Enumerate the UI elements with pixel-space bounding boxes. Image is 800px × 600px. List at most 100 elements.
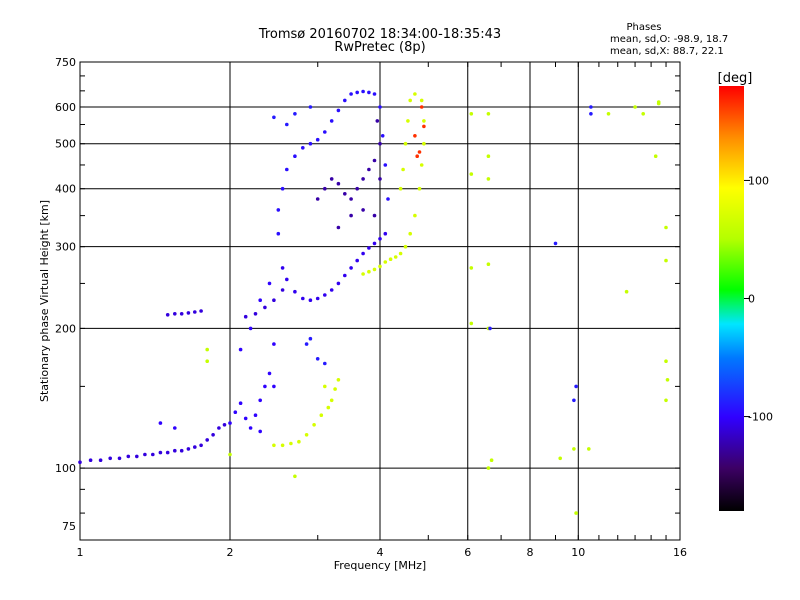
data-point-low-band-spread	[233, 410, 238, 415]
data-point-low-band-spread	[228, 421, 232, 425]
data-point-o-core	[336, 181, 341, 186]
data-point-scattered-blue	[315, 357, 320, 361]
data-point-low-band-spread	[263, 384, 267, 389]
data-point-o-trace-upper	[280, 186, 285, 191]
colorbar: [deg] 100 0 -100	[718, 71, 773, 511]
data-point-ground-trace	[222, 423, 227, 427]
data-point-low-band-spread	[158, 421, 163, 425]
data-point-o-trace-lower	[361, 251, 365, 256]
data-point-spur-215	[186, 311, 191, 315]
data-point-o-trace-lower	[329, 288, 334, 292]
phases-o-line: mean, sd,O: -98.9, 18.7	[610, 34, 728, 45]
x-axis-ticks: 1 2 4 6 8 10 16	[77, 62, 687, 559]
data-point-scattered-blue	[293, 112, 297, 116]
data-point-o-core	[315, 197, 320, 201]
data-point-o-core	[329, 177, 334, 181]
data-point-o-trace-lower	[301, 296, 305, 301]
y-axis-label: Stationary phase Virtual Height [km]	[38, 200, 51, 402]
y-tick-label: 100	[55, 462, 76, 475]
data-point-o-core	[349, 213, 353, 218]
data-point-o-trace-upper	[343, 98, 347, 103]
data-point-ground-trace	[199, 443, 203, 448]
data-point-x-trace	[413, 213, 417, 218]
data-point-low-band-x	[323, 384, 327, 389]
x-axis-label: Frequency [MHz]	[334, 559, 426, 572]
data-point-scattered-high-f	[486, 177, 491, 181]
data-point-o-trace-lower	[355, 258, 360, 263]
data-point-scattered-blue	[304, 342, 309, 346]
data-point-scattered-blue	[272, 115, 276, 120]
data-point-low-band-x	[333, 387, 337, 391]
colorbar-tick-label: 100	[748, 174, 769, 187]
data-point-scattered-high-f	[486, 262, 491, 267]
y-tick-label: 750	[55, 56, 76, 69]
data-point-low-band-spread	[267, 281, 272, 286]
data-point-low-band-spread	[253, 413, 258, 418]
data-point-o-core	[372, 158, 377, 163]
data-point-low-band-x	[297, 439, 301, 444]
data-point-ground-trace	[151, 452, 155, 457]
data-point-scattered-high-f	[489, 458, 494, 463]
colorbar-gradient	[719, 86, 744, 511]
data-point-x-trace	[398, 251, 403, 256]
data-point-o-core	[361, 208, 365, 212]
data-point-x-trace-red	[422, 124, 426, 129]
data-point-scattered-high-f	[653, 154, 658, 158]
data-point-o-trace-lower	[372, 241, 377, 246]
data-point-o-trace-upper	[336, 108, 341, 113]
data-point-o-trace-upper	[372, 92, 377, 96]
colorbar-ticks: 100 0 -100	[744, 174, 773, 424]
data-point-ground-trace	[211, 433, 215, 437]
data-point-ground-trace	[193, 445, 197, 449]
data-point-scattered-high-f	[587, 447, 591, 451]
data-point-ground-trace	[126, 454, 131, 459]
data-point-scattered-high-f	[469, 172, 474, 176]
phases-heading: Phases	[626, 22, 661, 33]
data-point-o-trace-lower	[343, 273, 347, 278]
data-point-o-trace-upper	[378, 105, 382, 109]
data-point-low-band-spread	[173, 426, 177, 430]
data-point-low-band-spread	[243, 416, 248, 421]
data-point-scattered-high-f	[205, 359, 209, 364]
data-point-scattered-high-f	[641, 112, 645, 116]
data-point-scattered-high-f	[469, 112, 474, 116]
data-point-low-band-spread	[258, 429, 263, 434]
data-point-x-trace	[388, 257, 393, 262]
data-point-scattered-high-f	[574, 511, 578, 515]
data-point-scattered-blue	[574, 384, 578, 389]
data-point-low-band-x	[336, 378, 341, 382]
data-point-o-trace-upper	[329, 119, 334, 123]
data-point-spur-215	[243, 314, 248, 319]
data-point-spur-215	[280, 288, 285, 292]
data-point-o-core	[378, 141, 382, 146]
data-point-spur-215	[173, 312, 177, 316]
data-point-scattered-blue	[323, 361, 327, 366]
data-point-ground-trace	[117, 456, 122, 461]
data-point-x-trace	[422, 119, 426, 123]
plot-area: 1 2 4 6 8 10 16 75 100 200 300 400 500 600 750	[55, 56, 687, 559]
data-point-scattered-high-f	[228, 452, 232, 457]
data-point-o-trace-upper	[276, 231, 281, 236]
x-tick-label: 16	[673, 546, 687, 559]
data-point-x-trace	[422, 141, 426, 146]
data-point-spur-215	[199, 309, 203, 313]
data-point-o-trace-lower	[378, 237, 382, 241]
data-point-x-trace	[403, 244, 408, 249]
data-point-x-trace	[383, 260, 388, 264]
data-point-o-trace-upper	[276, 208, 281, 212]
data-point-o-trace-upper	[383, 163, 388, 167]
data-point-x-trace-red	[415, 154, 420, 158]
y-axis-ticks: 75 100 200 300 400 500 600 750	[55, 56, 680, 533]
data-point-scattered-high-f	[664, 225, 668, 230]
data-point-o-core	[367, 167, 371, 172]
data-point-x-trace	[393, 255, 398, 259]
data-point-scattered-high-f	[665, 378, 670, 382]
data-point-o-trace-lower	[308, 298, 313, 303]
data-point-o-trace-upper	[301, 146, 305, 150]
data-point-o-core	[355, 186, 360, 191]
data-point-low-band-x	[319, 413, 324, 418]
data-point-o-core	[372, 213, 377, 218]
data-point-scattered-blue	[488, 326, 492, 331]
data-point-x-trace	[367, 269, 371, 274]
data-point-spur-215	[253, 312, 258, 316]
